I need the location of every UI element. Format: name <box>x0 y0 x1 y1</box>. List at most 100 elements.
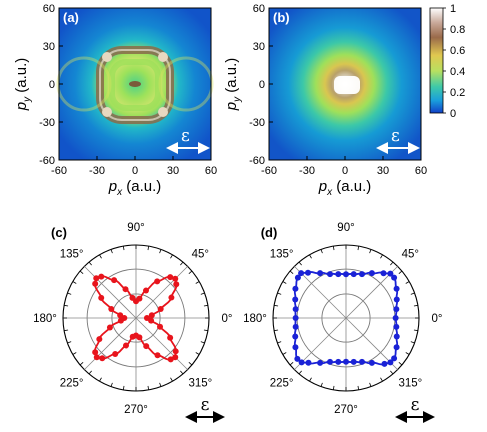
polar-data-point <box>142 287 149 294</box>
polar-data-point <box>393 296 400 303</box>
y-axis-label-symbol: p <box>223 102 240 111</box>
panel-a-polarization-label: ε <box>181 126 190 146</box>
polar-data-point <box>392 315 399 321</box>
y-tick-label: 60 <box>253 3 265 15</box>
polar-tick-mark <box>122 385 125 390</box>
polar-data-point <box>167 356 174 363</box>
polar-data-point <box>157 323 164 330</box>
colorbar-tick-label: 0.8 <box>450 24 465 36</box>
panel-b-label: (b) <box>273 10 290 25</box>
polar-data-point <box>123 342 130 349</box>
polar-tick-mark <box>67 341 72 344</box>
polar-tick-mark <box>99 377 102 382</box>
polar-data-point <box>167 274 174 281</box>
polar-tick-mark <box>289 362 294 366</box>
polar-panel-label: (c) <box>51 225 67 240</box>
polar-tick-mark <box>309 254 312 259</box>
y-axis-label-unit: (a.u.) <box>13 58 30 97</box>
panel-b-polarization-label: ε <box>391 126 400 146</box>
polar-data-point <box>111 277 118 284</box>
polar-tick-mark <box>398 270 403 274</box>
polar-panel-label: (d) <box>261 225 278 240</box>
polar-tick-mark <box>298 370 302 375</box>
polar-data-point <box>294 274 301 281</box>
polar-data-point <box>167 334 174 341</box>
polar-data-point <box>335 358 342 365</box>
polar-angle-label: 90° <box>127 222 144 234</box>
polar-tick-mark <box>405 281 410 284</box>
polar-data-point <box>117 317 124 324</box>
polar-data-point <box>172 275 179 282</box>
polar-data-point <box>298 270 305 277</box>
polar-angle-label: 0° <box>432 313 443 325</box>
polar-tick-mark <box>159 382 162 387</box>
polar-angle-label: 0° <box>222 313 233 325</box>
y-tick-label: -30 <box>249 117 265 129</box>
polar-tick-mark <box>282 352 287 355</box>
polar-tick-mark <box>110 249 113 254</box>
x-tick-label: 60 <box>415 165 427 177</box>
polar-data-point <box>98 294 105 301</box>
polar-spoke <box>135 266 188 319</box>
colorbar: 1 0.8 0.6 0.4 0.2 0 <box>429 3 465 120</box>
polar-tick-mark <box>79 362 84 366</box>
polar-tick-mark <box>405 352 410 355</box>
polar-spoke <box>135 317 188 370</box>
polar-angle-label: 225° <box>60 377 84 389</box>
y-tick-label: 60 <box>43 3 55 15</box>
polar-data-point <box>136 334 143 341</box>
polar-angle-label: 180° <box>33 313 57 325</box>
polar-tick-mark <box>72 281 77 284</box>
polar-data-point <box>148 312 155 319</box>
polar-tick-mark <box>67 292 72 295</box>
polar-angle-label: 90° <box>337 222 354 234</box>
panel-a-heatmap: (a) ε <box>56 7 214 161</box>
colorbar-tick-label: 0 <box>450 108 456 120</box>
polar-tick-mark <box>99 254 102 259</box>
x-tick-label: -30 <box>299 165 315 177</box>
polar-angle-label: 45° <box>402 249 419 261</box>
x-axis-label-subscript: x <box>326 187 333 198</box>
polar-data-point <box>99 355 106 362</box>
panel-d-polar: 0° 45° 90° 135° 180° 225° 270° 315° (d) ε <box>243 222 443 423</box>
polar-angle-label: 225° <box>270 377 294 389</box>
colorbar-tick-label: 0.4 <box>450 66 465 78</box>
polar-data-point <box>305 359 312 366</box>
polar-tick-mark <box>410 292 415 295</box>
polar-tick-mark <box>390 370 394 375</box>
polar-tick-mark <box>122 246 125 251</box>
x-tick-label: 0 <box>132 165 138 177</box>
polar-data-point <box>350 271 357 278</box>
polar-polarization-label: ε <box>201 395 210 415</box>
y-tick-label: -60 <box>249 155 265 167</box>
colorbar-ticks: 1 0.8 0.6 0.4 0.2 0 <box>443 3 465 120</box>
polar-data-point <box>122 286 129 293</box>
polar-tick-mark <box>274 329 279 332</box>
polar-tick-mark <box>188 270 193 274</box>
polar-tick-mark <box>170 377 173 382</box>
polar-data-point <box>368 359 375 366</box>
polar-data-point <box>108 306 115 313</box>
polar-tick-mark <box>282 281 287 284</box>
polar-data-point <box>292 315 299 321</box>
polar-tick-mark <box>410 341 415 344</box>
polar-angle-label: 135° <box>270 249 294 261</box>
y-axis-label-symbol: p <box>13 102 30 111</box>
x-axis-label: px (a.u.) <box>108 178 162 198</box>
polar-polarization-label: ε <box>411 395 420 415</box>
polar-data-point <box>129 294 136 301</box>
panel-a-label: (a) <box>63 10 79 25</box>
x-axis-label-unit: (a.u.) <box>122 178 161 195</box>
polar-angle-label: 135° <box>60 249 84 261</box>
polar-tick-mark <box>413 329 418 332</box>
polar-data-point <box>172 348 179 355</box>
y-tick-label: 0 <box>49 79 55 91</box>
polar-data-point <box>393 323 400 330</box>
polar-data-point <box>358 271 365 278</box>
polar-data-point <box>92 349 99 356</box>
polar-spoke <box>84 317 137 370</box>
polar-tick-mark <box>195 281 200 284</box>
y-axis-label-unit: (a.u.) <box>223 58 240 97</box>
